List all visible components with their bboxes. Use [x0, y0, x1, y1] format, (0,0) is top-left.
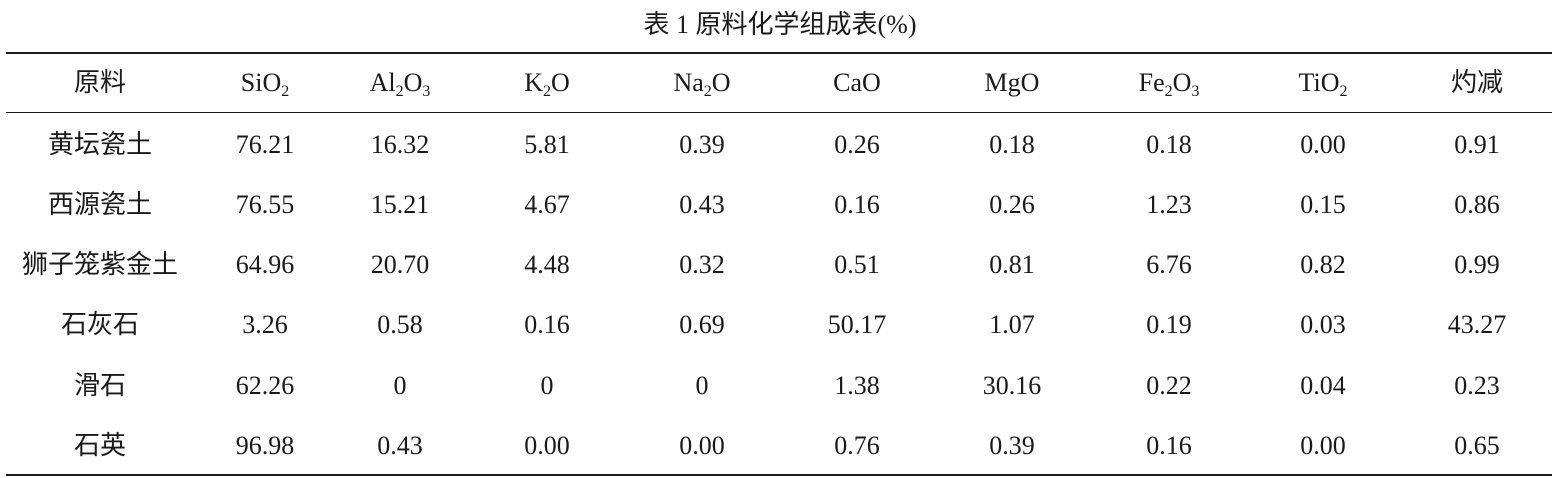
cell-na2o: 0.32 — [679, 250, 725, 279]
cell-cao: 50.17 — [827, 310, 887, 339]
cell-fe2o3: 0.16 — [1146, 431, 1192, 460]
cell-na2o: 0.69 — [679, 310, 725, 339]
table-row: 西源瓷土 76.55 15.21 4.67 0.43 0.16 0.26 1.2… — [0, 185, 1554, 225]
table-row: 滑石 62.26 0 0 0 1.38 30.16 0.22 0.04 0.23 — [0, 366, 1554, 406]
cell-tio2: 0.03 — [1300, 310, 1346, 339]
cell-na2o: 0.39 — [679, 130, 725, 159]
cell-cao: 0.76 — [834, 431, 880, 460]
table-row: 狮子笼紫金土 64.96 20.70 4.48 0.32 0.51 0.81 6… — [0, 245, 1554, 285]
cell-fe2o3: 0.22 — [1146, 371, 1192, 400]
header-loss-on-ignition: 灼减 — [1450, 68, 1503, 97]
cell-na2o: 0 — [695, 371, 709, 400]
cell-sio2: 64.96 — [235, 250, 295, 279]
cell-loss-on-ignition: 0.86 — [1454, 190, 1500, 219]
cell-sio2: 62.26 — [235, 371, 295, 400]
cell-material: 石英 — [73, 431, 126, 460]
cell-material: 滑石 — [73, 371, 126, 400]
header-mgo: MgO — [984, 68, 1040, 97]
cell-mgo: 30.16 — [982, 371, 1042, 400]
cell-al2o3: 15.21 — [370, 190, 430, 219]
cell-cao: 0.26 — [834, 130, 880, 159]
cell-k2o: 0.16 — [524, 310, 570, 339]
cell-fe2o3: 6.76 — [1146, 250, 1192, 279]
cell-al2o3: 0.58 — [377, 310, 423, 339]
cell-material: 石灰石 — [60, 310, 139, 339]
header-material: 原料 — [73, 68, 126, 97]
table-header-rule — [6, 112, 1552, 113]
cell-material: 黄坛瓷土 — [47, 130, 152, 159]
cell-na2o: 0.43 — [679, 190, 725, 219]
cell-loss-on-ignition: 0.99 — [1454, 250, 1500, 279]
table-top-rule — [6, 52, 1552, 54]
cell-k2o: 0.00 — [524, 431, 570, 460]
cell-sio2: 96.98 — [235, 431, 295, 460]
cell-al2o3: 0 — [393, 371, 407, 400]
header-row: 原料 SiO2 Al2O3 K2O Na2O CaO MgO Fe2O3 TiO… — [0, 63, 1554, 103]
header-k2o: K2O — [524, 68, 570, 100]
cell-mgo: 0.26 — [989, 190, 1035, 219]
cell-sio2: 76.21 — [235, 130, 295, 159]
cell-cao: 0.16 — [834, 190, 880, 219]
cell-al2o3: 16.32 — [370, 130, 430, 159]
cell-loss-on-ignition: 0.65 — [1454, 431, 1500, 460]
cell-mgo: 1.07 — [989, 310, 1035, 339]
table-bottom-rule — [6, 474, 1552, 476]
cell-fe2o3: 1.23 — [1146, 190, 1192, 219]
header-na2o: Na2O — [673, 68, 731, 100]
cell-k2o: 4.48 — [524, 250, 570, 279]
cell-sio2: 76.55 — [235, 190, 295, 219]
cell-na2o: 0.00 — [679, 431, 725, 460]
header-fe2o3: Fe2O3 — [1138, 68, 1200, 100]
table-caption: 表 1 原料化学组成表(%) — [643, 10, 917, 39]
cell-fe2o3: 0.19 — [1146, 310, 1192, 339]
cell-tio2: 0.00 — [1300, 431, 1346, 460]
cell-mgo: 0.18 — [989, 130, 1035, 159]
cell-tio2: 0.82 — [1300, 250, 1346, 279]
cell-cao: 0.51 — [834, 250, 880, 279]
cell-k2o: 0 — [540, 371, 554, 400]
cell-mgo: 0.81 — [989, 250, 1035, 279]
cell-tio2: 0.04 — [1300, 371, 1346, 400]
cell-material: 狮子笼紫金土 — [21, 250, 178, 279]
cell-tio2: 0.00 — [1300, 130, 1346, 159]
header-al2o3: Al2O3 — [369, 68, 431, 100]
cell-sio2: 3.26 — [242, 310, 288, 339]
cell-loss-on-ignition: 0.23 — [1454, 371, 1500, 400]
cell-k2o: 4.67 — [524, 190, 570, 219]
cell-al2o3: 20.70 — [370, 250, 430, 279]
header-cao: CaO — [833, 68, 881, 97]
header-tio2: TiO2 — [1298, 68, 1348, 100]
cell-cao: 1.38 — [834, 371, 880, 400]
cell-al2o3: 0.43 — [377, 431, 423, 460]
cell-fe2o3: 0.18 — [1146, 130, 1192, 159]
table-row: 黄坛瓷土 76.21 16.32 5.81 0.39 0.26 0.18 0.1… — [0, 125, 1554, 165]
header-sio2: SiO2 — [240, 68, 290, 100]
cell-material: 西源瓷土 — [47, 190, 152, 219]
cell-tio2: 0.15 — [1300, 190, 1346, 219]
table-row: 石灰石 3.26 0.58 0.16 0.69 50.17 1.07 0.19 … — [0, 305, 1554, 345]
cell-loss-on-ignition: 0.91 — [1454, 130, 1500, 159]
cell-mgo: 0.39 — [989, 431, 1035, 460]
cell-loss-on-ignition: 43.27 — [1447, 310, 1507, 339]
table-row: 石英 96.98 0.43 0.00 0.00 0.76 0.39 0.16 0… — [0, 426, 1554, 466]
cell-k2o: 5.81 — [524, 130, 570, 159]
